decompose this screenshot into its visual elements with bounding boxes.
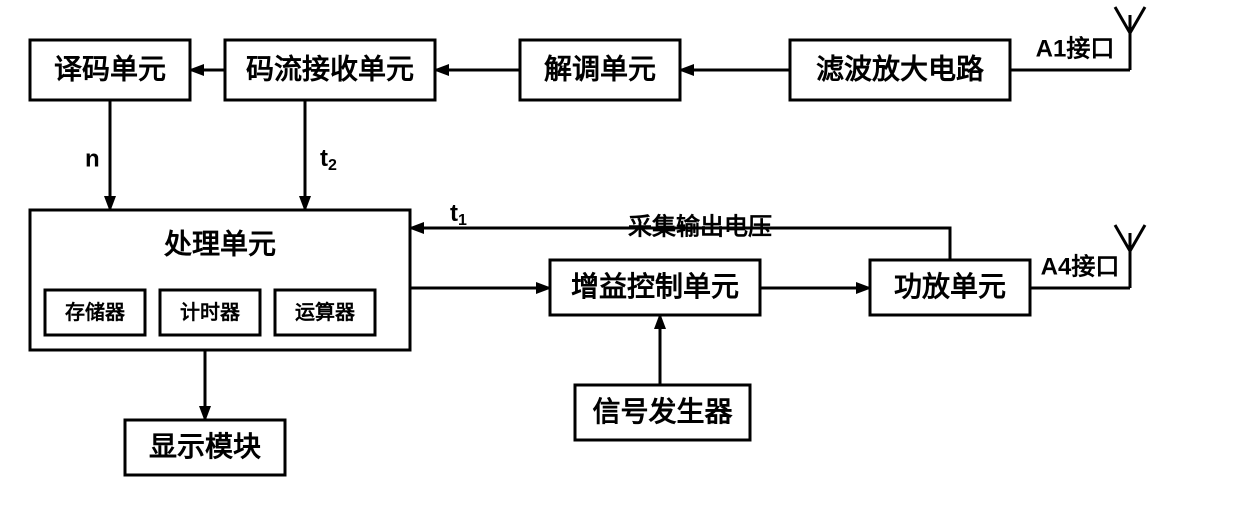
ant-a1-label: A1接口 xyxy=(1036,35,1115,62)
node-timer-label: 计时器 xyxy=(180,301,241,324)
ant-a4-ray-r xyxy=(1130,225,1145,251)
ant-a4-label: A4接口 xyxy=(1041,253,1120,280)
ant-a4-ray-l xyxy=(1115,225,1130,251)
block-diagram: n t2 t1 采集输出电压 译码单元 码流接收单元 解调单元 滤波放大电路处理单元存储器 计… xyxy=(0,0,1240,522)
node-gain-label: 增益控制单元 xyxy=(571,271,739,302)
ant-a1-ray-r xyxy=(1130,7,1145,33)
node-filter_amp-label: 滤波放大电路 xyxy=(816,52,985,84)
node-alu-label: 运算器 xyxy=(295,300,356,324)
node-mem-label: 存储器 xyxy=(65,300,126,324)
edge-3-label: n xyxy=(85,145,100,172)
edge-4-label: t2 xyxy=(320,145,337,174)
edge-9-note: 采集输出电压 xyxy=(628,212,772,240)
node-decode-label: 译码单元 xyxy=(54,53,166,84)
node-siggen-label: 信号发生器 xyxy=(592,395,733,427)
node-demod-label: 解调单元 xyxy=(544,53,656,84)
edge-9-label: t1 xyxy=(450,200,467,229)
node-pa-label: 功放单元 xyxy=(894,270,1006,302)
node-display-label: 显示模块 xyxy=(149,431,261,462)
ant-a1-ray-l xyxy=(1115,7,1130,33)
node-proc-label: 处理单元 xyxy=(163,228,276,259)
node-rx-label: 码流接收单元 xyxy=(246,53,414,84)
